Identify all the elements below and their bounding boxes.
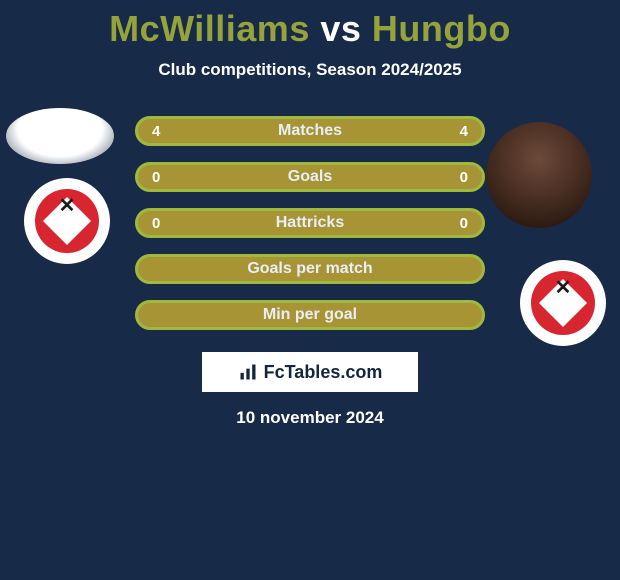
stat-right-value: 0 bbox=[460, 169, 468, 186]
stat-row-min-per-goal: Min per goal bbox=[135, 300, 485, 330]
stat-row-goals-per-match: Goals per match bbox=[135, 254, 485, 284]
stat-row-hattricks: 0 Hattricks 0 bbox=[135, 208, 485, 238]
stat-label: Matches bbox=[278, 122, 342, 140]
stat-left-value: 0 bbox=[152, 169, 160, 186]
title-player2: Hungbo bbox=[372, 8, 511, 49]
stat-right-value: 0 bbox=[460, 215, 468, 232]
bar-chart-icon bbox=[238, 362, 258, 382]
date-text: 10 november 2024 bbox=[0, 408, 620, 428]
stat-left-value: 4 bbox=[152, 123, 160, 140]
stat-row-goals: 0 Goals 0 bbox=[135, 162, 485, 192]
stat-left-value: 0 bbox=[152, 215, 160, 232]
stat-right-value: 4 bbox=[460, 123, 468, 140]
page-title: McWilliams vs Hungbo bbox=[0, 8, 620, 50]
stats-list: 4 Matches 4 0 Goals 0 0 Hattricks 0 Goal… bbox=[135, 116, 485, 330]
title-player1: McWilliams bbox=[109, 8, 310, 49]
stat-label: Min per goal bbox=[263, 306, 357, 324]
title-vs: vs bbox=[320, 8, 361, 49]
player2-avatar bbox=[486, 122, 592, 228]
subtitle: Club competitions, Season 2024/2025 bbox=[0, 60, 620, 80]
player1-avatar bbox=[6, 108, 114, 164]
brand-text: FcTables.com bbox=[264, 362, 383, 383]
stat-label: Goals per match bbox=[247, 260, 372, 278]
stat-label: Hattricks bbox=[276, 214, 344, 232]
comparison-card: McWilliams vs Hungbo Club competitions, … bbox=[0, 0, 620, 580]
club1-badge bbox=[24, 178, 110, 264]
stat-label: Goals bbox=[288, 168, 332, 186]
brand-badge: FcTables.com bbox=[202, 352, 418, 392]
stat-row-matches: 4 Matches 4 bbox=[135, 116, 485, 146]
club2-badge bbox=[520, 260, 606, 346]
